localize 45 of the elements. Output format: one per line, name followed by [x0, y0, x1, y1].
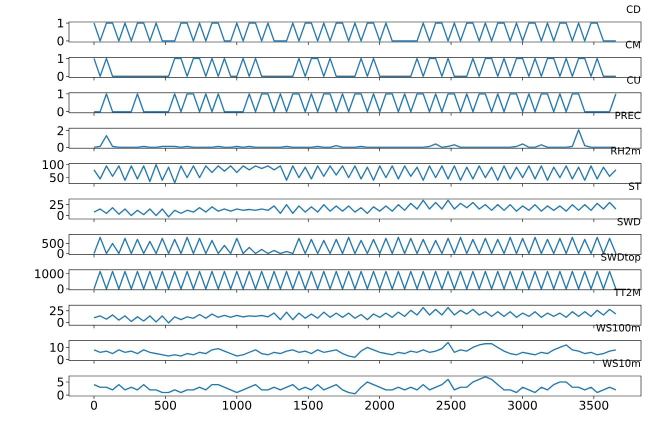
- chart-title: SWD: [618, 218, 640, 226]
- y-tick-label: 0: [57, 284, 64, 294]
- y-tick-label: 0: [57, 355, 64, 364]
- y-tick-label: 0: [57, 72, 64, 81]
- y-tick-label: 25: [50, 306, 64, 316]
- y-tick-label: 100: [42, 160, 64, 170]
- chart-title: RH2m: [611, 147, 640, 154]
- line-series: [93, 236, 617, 254]
- x-tick-label: 1500: [294, 400, 323, 410]
- chart-title: CU: [627, 76, 640, 84]
- line-series: [93, 376, 617, 394]
- line-series: [93, 200, 617, 218]
- x-tick-label: 3000: [508, 400, 537, 410]
- y-tick-label: 5: [58, 378, 64, 386]
- y-tick-label: 50: [50, 173, 64, 182]
- y-tick-label: 0: [57, 142, 64, 152]
- chart-title: CM: [626, 40, 640, 48]
- x-tick-label: 3500: [580, 400, 608, 410]
- y-tick-label: 0: [57, 36, 64, 46]
- chart-title: SWDtop: [601, 253, 640, 263]
- y-tick-label: 1: [58, 18, 64, 28]
- x-tick-label: 2500: [436, 400, 466, 410]
- x-tick-label: 500: [154, 400, 176, 410]
- y-tick-label: 2: [58, 126, 64, 136]
- y-tick-label: 0: [57, 318, 64, 327]
- y-tick-label: 0: [57, 390, 64, 400]
- y-tick-label: 0: [57, 248, 64, 258]
- x-tick-label: 2000: [365, 400, 394, 410]
- y-tick-label: 500: [42, 238, 64, 248]
- chart-title: ST: [629, 182, 641, 190]
- chart-title: CD: [626, 5, 640, 13]
- y-tick-label: 1: [58, 54, 64, 63]
- y-tick-label: 0: [57, 210, 64, 220]
- chart-title: WS10m: [602, 359, 640, 367]
- line-series: [93, 164, 617, 184]
- y-tick-label: 10: [50, 342, 64, 352]
- y-tick-label: 25: [50, 200, 64, 210]
- y-tick-label: 0: [57, 107, 64, 116]
- y-tick-label: 1: [58, 90, 64, 98]
- chart-title: WS100m: [596, 324, 640, 332]
- x-tick-label: 0: [90, 400, 98, 410]
- line-series: [93, 342, 617, 358]
- x-tick-label: 1000: [222, 400, 252, 410]
- y-tick-label: 1000: [35, 269, 64, 278]
- line-series: [93, 306, 617, 324]
